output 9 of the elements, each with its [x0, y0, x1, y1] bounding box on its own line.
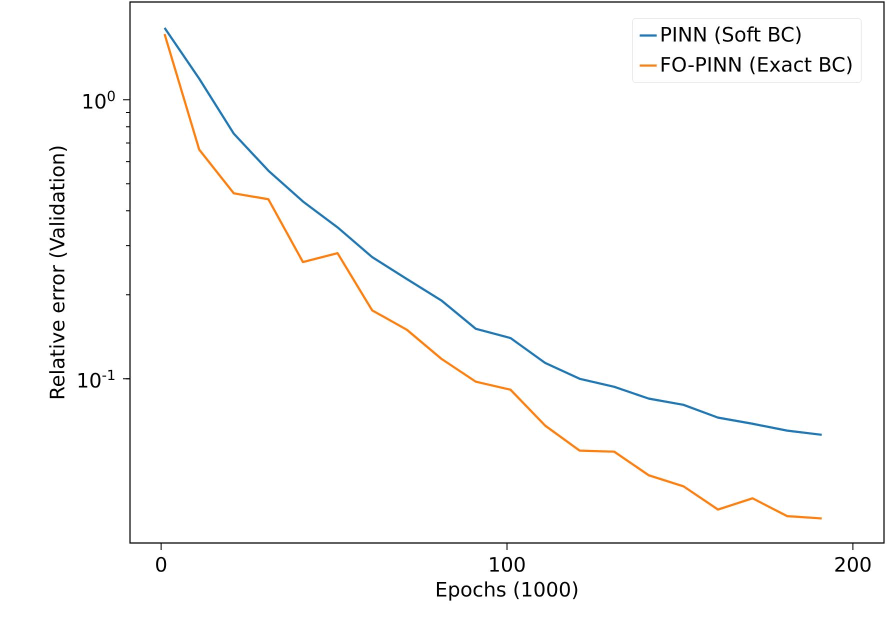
- y-tick-label: 10$^{-1}$: [78, 370, 114, 388]
- legend-label: FO-PINN (Exact BC): [662, 56, 852, 74]
- x-tick-label: 100: [490, 556, 525, 572]
- legend-label: PINN (Soft BC): [662, 26, 801, 44]
- y-axis-title: Relative error (Validation): [49, 146, 67, 398]
- x-axis-title: Epochs (1000): [436, 581, 578, 601]
- x-tick-label: 0: [156, 556, 166, 572]
- x-tick-label: 200: [835, 556, 871, 572]
- y-tick-label: 10$^{0}$: [84, 90, 115, 109]
